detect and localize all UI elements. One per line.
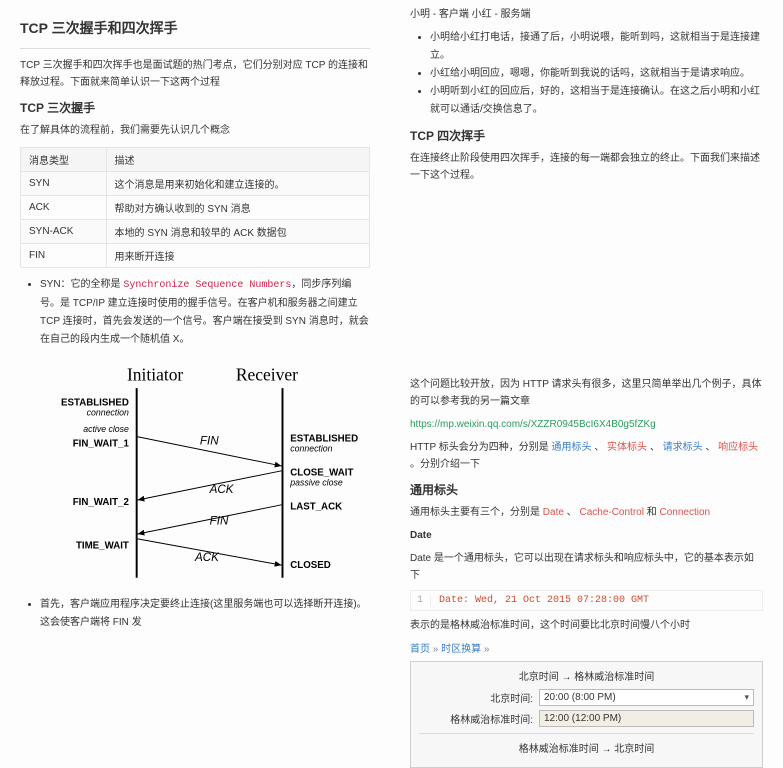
- svg-text:connection: connection: [87, 407, 129, 417]
- svg-text:FIN_WAIT_1: FIN_WAIT_1: [73, 438, 130, 449]
- heading-common-header: 通用标头: [410, 481, 763, 498]
- tz-select-beijing[interactable]: 20:00 (8:00 PM)▾: [539, 689, 754, 706]
- th-desc: 描述: [106, 148, 369, 172]
- svg-text:passive close: passive close: [289, 477, 343, 487]
- heading-four-way: TCP 四次挥手: [410, 127, 763, 144]
- step-item: 小明听到小红的回应后，好的，这相当于是连接确认。在这之后小明和小红就可以通话/交…: [430, 83, 763, 119]
- syn-bullet: SYN：它的全称是 Synchronize Sequence Numbers，同…: [40, 276, 370, 349]
- svg-text:Receiver: Receiver: [236, 364, 298, 384]
- gmt-text: 表示的是格林威治标准时间，这个时间要比北京时间慢八个小时: [410, 617, 763, 634]
- svg-text:FIN: FIN: [200, 435, 219, 448]
- code-block-date: 1Date: Wed, 21 Oct 2015 07:28:00 GMT: [410, 590, 763, 611]
- tz-label-beijing: 北京时间:: [419, 690, 539, 705]
- intro-text: TCP 三次握手和四次挥手也是面试题的热门考点，它们分别对应 TCP 的连接和释…: [20, 57, 370, 91]
- message-type-table: 消息类型 描述 SYN这个消息是用来初始化和建立连接的。 ACK帮助对方确认收到…: [20, 147, 370, 268]
- fin-diagram: Initiator Receiver ESTABLISHED connectio…: [20, 359, 370, 586]
- svg-text:TIME_WAIT: TIME_WAIT: [76, 541, 129, 552]
- concept-text: 在了解具体的流程前，我们需要先认识几个概念: [20, 122, 370, 139]
- tz-panel: 北京时间 → 格林威治标准时间 北京时间: 20:00 (8:00 PM)▾ 格…: [410, 661, 763, 768]
- svg-text:CLOSED: CLOSED: [290, 560, 331, 571]
- th-type: 消息类型: [21, 148, 107, 172]
- svg-text:ACK: ACK: [194, 551, 220, 564]
- header-types-text: HTTP 标头会分为四种，分别是 通用标头 、 实体标头 、 请求标头 、 响应…: [410, 439, 763, 473]
- svg-text:ACK: ACK: [209, 483, 235, 496]
- common-header-text: 通用标头主要有三个，分别是 Date 、 Cache-Control 和 Con…: [410, 504, 763, 521]
- svg-text:active close: active close: [83, 424, 129, 434]
- tz-label-gmt: 格林威治标准时间:: [419, 711, 539, 726]
- four-way-text: 在连接终止阶段使用四次挥手，连接的每一端都会独立的终止。下面我们来描述一下这个过…: [410, 150, 763, 184]
- breadcrumb: 首页 » 时区换算 »: [410, 640, 763, 655]
- article-link[interactable]: https://mp.weixin.qq.com/s/XZZR0945BcI6X…: [410, 419, 656, 430]
- svg-text:FIN_WAIT_2: FIN_WAIT_2: [73, 497, 130, 508]
- divider: [20, 48, 370, 49]
- date-desc: Date 是一个通用标头，它可以出现在请求标头和响应标头中，它的基本表示如下: [410, 550, 763, 584]
- roles-text: 小明 - 客户端 小红 - 服务端: [410, 6, 763, 23]
- table-row: SYN这个消息是用来初始化和建立连接的。: [21, 172, 370, 196]
- heading-three-way: TCP 三次握手: [20, 99, 370, 116]
- svg-text:connection: connection: [290, 443, 332, 453]
- breadcrumb-tz[interactable]: 时区换算: [441, 644, 481, 655]
- table-row: ACK帮助对方确认收到的 SYN 消息: [21, 196, 370, 220]
- heading-date: Date: [410, 527, 763, 544]
- breadcrumb-home[interactable]: 首页: [410, 644, 430, 655]
- chevron-down-icon: ▾: [744, 692, 749, 703]
- fin-bullet: 首先，客户端应用程序决定要终止连接(这里服务端也可以选择断开连接)。这会使客户端…: [40, 596, 370, 632]
- svg-text:FIN: FIN: [210, 514, 229, 527]
- http-open-text: 这个问题比较开放，因为 HTTP 请求头有很多，这里只简单举出几个例子，具体的可…: [410, 376, 763, 410]
- table-row: FIN用来断开连接: [21, 244, 370, 268]
- step-item: 小明给小红打电话，接通了后，小明说喂，能听到吗，这就相当于是连接建立。: [430, 29, 763, 65]
- syn-code: Synchronize Sequence Numbers: [123, 280, 291, 291]
- svg-text:Initiator: Initiator: [127, 364, 183, 384]
- tz-output-gmt: 12:00 (12:00 PM): [539, 710, 754, 727]
- heading-handshake: TCP 三次握手和四次挥手: [20, 18, 370, 38]
- svg-text:LAST_ACK: LAST_ACK: [290, 502, 342, 513]
- table-row: SYN-ACK本地的 SYN 消息和较早的 ACK 数据包: [21, 220, 370, 244]
- step-item: 小红给小明回应，嗯嗯，你能听到我说的话吗，这就相当于是请求响应。: [430, 65, 763, 83]
